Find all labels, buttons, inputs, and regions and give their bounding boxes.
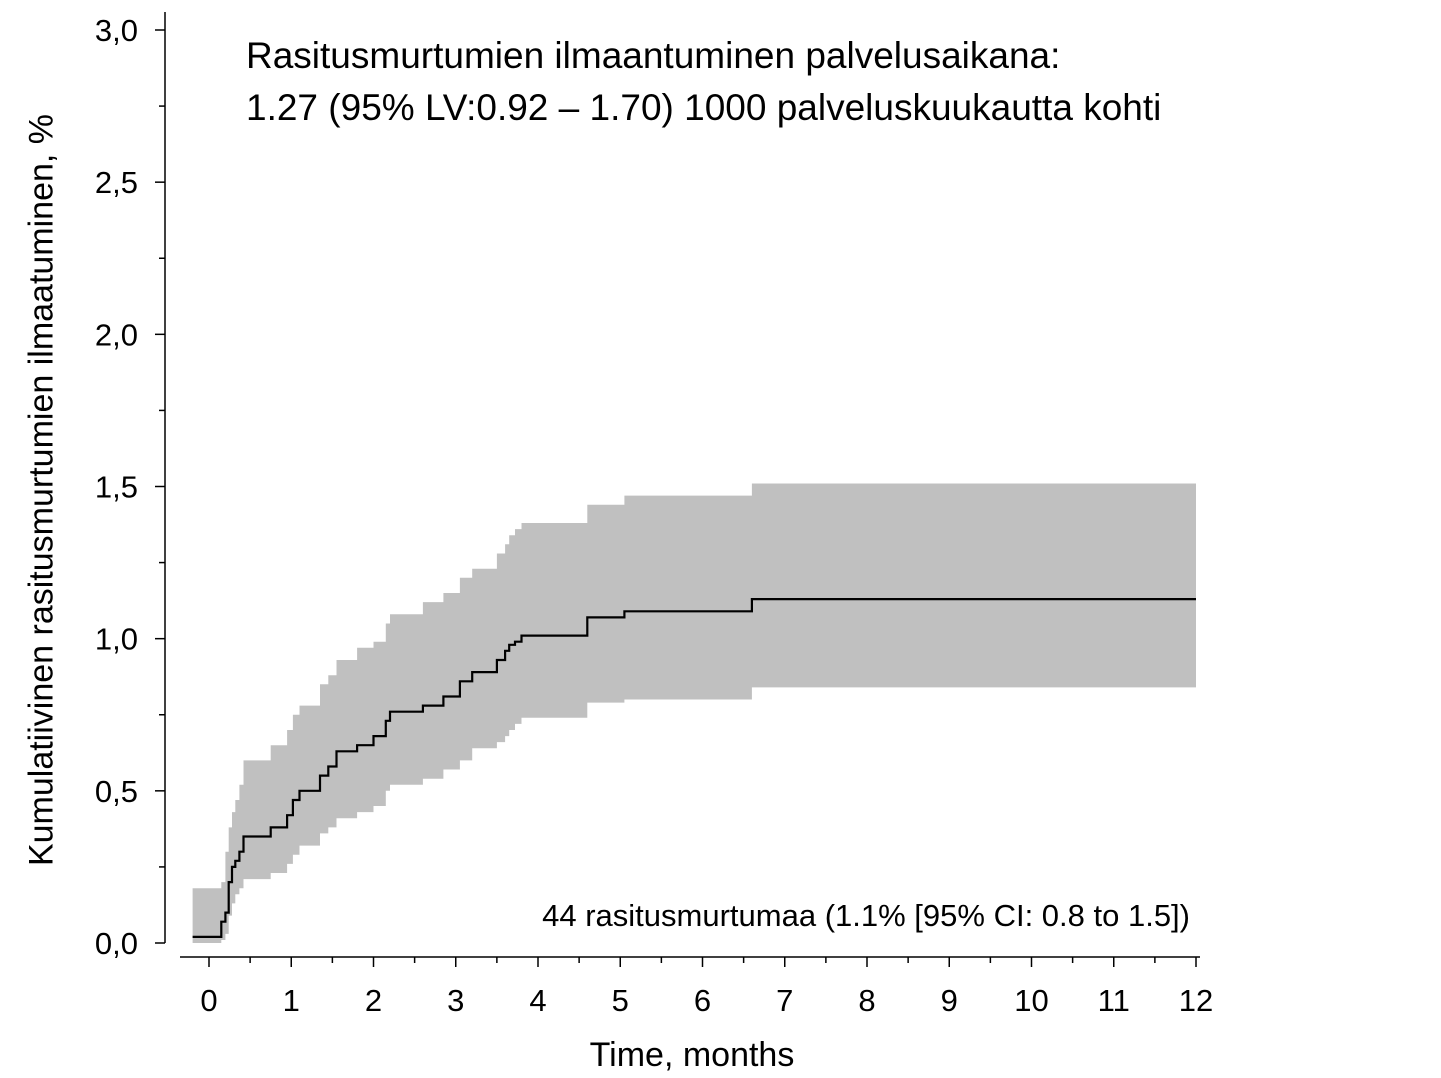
confidence-band: [192, 483, 1197, 943]
summary-text: 44 rasitusmurtumaa (1.1% [95% CI: 0.8 to…: [542, 898, 1190, 933]
x-tick-label: 11: [1098, 983, 1130, 1018]
x-axis-label: Time, months: [589, 1036, 795, 1074]
y-tick-label: 3,0: [95, 13, 138, 48]
cumulative-incidence-line: [192, 598, 1196, 938]
tick-labels-layer: 0,00,51,01,52,02,53,00 1 2 3 4 5 6 7 8 9 10 11 12: [95, 13, 1213, 1018]
y-tick-label: 1,5: [95, 470, 138, 505]
y-axis-label: Kumulatiivinen rasitusmurtumien ilmaatum…: [22, 113, 61, 867]
x-tick-label: 8: [858, 983, 875, 1018]
cumulative-incidence-line-layer: [192, 598, 1196, 938]
x-tick-label: 3: [447, 983, 464, 1018]
x-tick-label: 9: [941, 983, 958, 1018]
x-tick-label: 7: [776, 983, 793, 1018]
x-tick-label: 4: [529, 983, 546, 1018]
x-tick-label: 0: [200, 983, 217, 1018]
incidence-annotation-line-2: 1.27 (95% LV:0.92 – 1.70) 1000 palvelusk…: [246, 87, 1162, 128]
confidence-band-layer: [192, 483, 1197, 943]
incidence-annotation: Rasitusmurtumien ilmaantuminen palvelusa…: [246, 30, 1161, 134]
x-tick-label: 12: [1179, 983, 1213, 1018]
x-tick-label: 1: [283, 983, 300, 1018]
x-tick-label: 10: [1014, 983, 1048, 1018]
y-tick-label: 0,0: [95, 926, 138, 961]
y-tick-label: 2,5: [95, 165, 138, 200]
axes-layer: [155, 12, 1200, 967]
y-tick-label: 1,0: [95, 622, 138, 657]
x-tick-label: 2: [365, 983, 382, 1018]
incidence-annotation-line-1: Rasitusmurtumien ilmaantuminen palvelusa…: [246, 35, 1061, 76]
x-tick-label: 6: [694, 983, 711, 1018]
x-tick-label: 5: [612, 983, 629, 1018]
y-tick-label: 2,0: [95, 317, 138, 352]
y-tick-label: 0,5: [95, 774, 138, 809]
